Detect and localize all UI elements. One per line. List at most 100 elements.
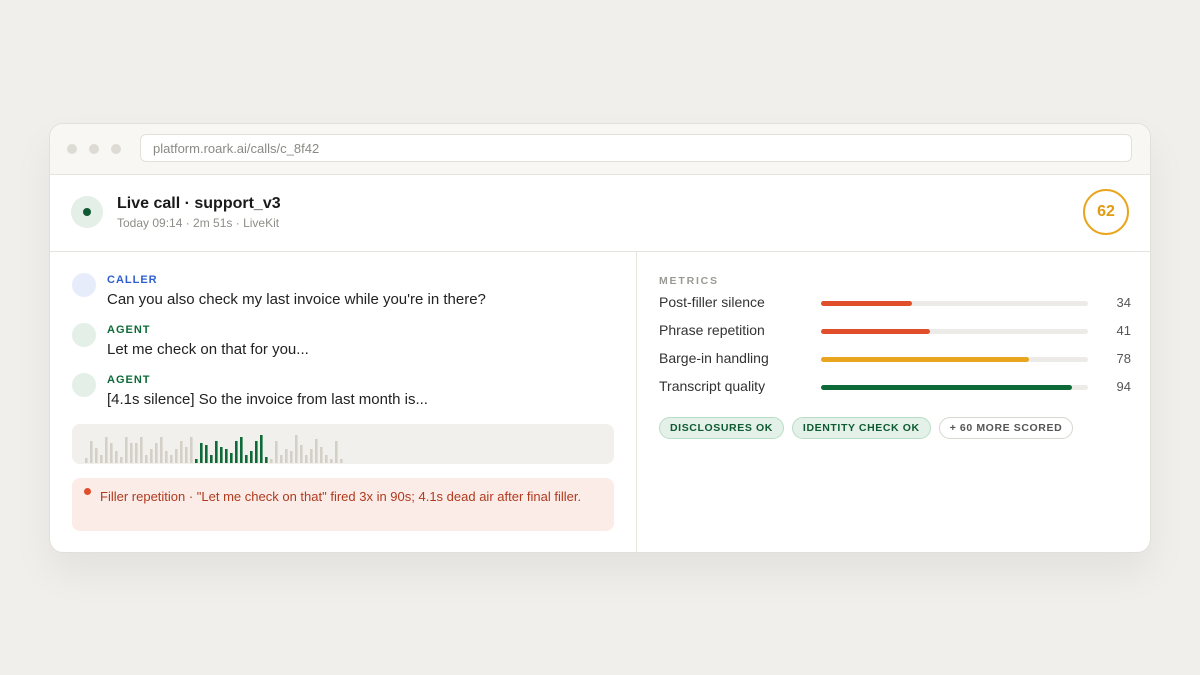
wave-bar	[130, 443, 133, 463]
wave-bar	[190, 437, 193, 463]
wave-bar	[325, 455, 328, 463]
wave-bar	[310, 449, 313, 463]
score-badge: 62	[1083, 189, 1129, 235]
wave-bar	[185, 447, 188, 463]
app-window: platform.roark.ai/calls/c_8f42 Live call…	[49, 123, 1151, 553]
wave-bar	[100, 455, 103, 463]
wave-bar	[95, 448, 98, 463]
wave-bar	[340, 459, 343, 463]
wave-bar	[215, 441, 218, 463]
status-icon	[71, 196, 103, 228]
wave-bar	[275, 441, 278, 463]
metric-track	[821, 329, 1088, 334]
wave-bar	[90, 441, 93, 463]
avatar	[72, 373, 96, 397]
wave-bar	[165, 451, 168, 463]
wave-bar	[105, 437, 108, 463]
turn-text: Can you also check my last invoice while…	[107, 291, 486, 308]
tag: IDENTITY CHECK OK	[791, 417, 931, 439]
status-dot	[83, 208, 91, 216]
wave-bar	[140, 437, 143, 463]
wave-bar	[85, 458, 88, 463]
turn-role: AGENT	[107, 324, 151, 336]
wave-bar	[290, 451, 293, 463]
turn-role: CALLER	[107, 274, 158, 286]
metric-value: 78	[1116, 351, 1131, 366]
metric-value: 94	[1116, 379, 1131, 394]
metric-bar	[821, 329, 931, 334]
metric-value: 34	[1116, 295, 1131, 310]
metric-bar	[821, 385, 1072, 390]
call-subtitle: Today 09:14 · 2m 51s · LiveKit	[117, 216, 280, 230]
metric-value: 41	[1116, 323, 1131, 338]
alert: Filler repetition · "Let me check on tha…	[72, 478, 614, 531]
tag: DISCLOSURES OK	[659, 417, 784, 439]
wave-bar	[145, 455, 148, 463]
wave-bar	[260, 435, 263, 463]
wave-bar	[120, 457, 123, 463]
alert-dot	[84, 488, 91, 495]
wave-bar	[250, 451, 253, 463]
wave-bar	[270, 459, 273, 463]
window-dot	[89, 144, 99, 154]
window-dot	[67, 144, 77, 154]
wave-bar	[150, 449, 153, 463]
avatar	[72, 323, 96, 347]
wave-bar	[255, 441, 258, 463]
metric-bar	[821, 301, 912, 306]
url-field[interactable]: platform.roark.ai/calls/c_8f42	[140, 134, 1132, 162]
wave-bar	[295, 435, 298, 463]
wave-bar	[230, 453, 233, 463]
wave-bar	[280, 455, 283, 463]
avatar	[72, 273, 96, 297]
turn-text: [4.1s silence] So the invoice from last …	[107, 391, 428, 408]
window-dot	[111, 144, 121, 154]
wave-bar	[315, 439, 318, 463]
wave-bar	[225, 449, 228, 463]
wave-bar	[180, 441, 183, 463]
wave-bar	[155, 443, 158, 463]
wave-bar	[195, 459, 198, 463]
turn-role: AGENT	[107, 374, 151, 386]
call-header: Live call · support_v3 Today 09:14 · 2m …	[50, 174, 1150, 252]
wave-bar	[135, 443, 138, 463]
metric-name: Transcript quality	[659, 378, 766, 394]
divider	[636, 251, 637, 552]
wave-bar	[170, 455, 173, 463]
metrics-heading: METRICS	[659, 275, 719, 287]
wave-bar	[110, 443, 113, 463]
wave-bar	[320, 447, 323, 463]
wave-bar	[245, 455, 248, 463]
wave-bar	[235, 441, 238, 463]
wave-bar	[300, 445, 303, 463]
wave-bar	[220, 447, 223, 463]
metric-track	[821, 301, 1088, 306]
metrics: Post-filler silence 34 Phrase repetition 41…	[659, 294, 1131, 404]
call-title: Live call · support_v3	[117, 195, 281, 212]
wave-bar	[335, 441, 338, 463]
wave-bar	[200, 443, 203, 463]
wave-bar	[240, 437, 243, 463]
tags: DISCLOSURES OK IDENTITY CHECK OK + 60 MORE…	[659, 417, 1074, 439]
wave-bar	[285, 449, 288, 463]
turn-text: Let me check on that for you...	[107, 341, 309, 358]
wave-bar	[265, 457, 268, 463]
metric-name: Barge-in handling	[659, 350, 769, 366]
wave-bar	[330, 459, 333, 463]
alert-text: Filler repetition · "Let me check on tha…	[100, 489, 582, 504]
metric-name: Phrase repetition	[659, 322, 765, 338]
wave-bar	[175, 449, 178, 463]
transcript-panel: CALLER Can you also check my last invoice…	[50, 251, 636, 552]
wave-bar	[205, 445, 208, 463]
wave-bar	[210, 455, 213, 463]
wave-bar	[125, 437, 128, 463]
waveform-bars	[85, 435, 343, 463]
waveform	[72, 424, 614, 464]
wave-bar	[160, 437, 163, 463]
metric-name: Post-filler silence	[659, 294, 765, 310]
browser-bar: platform.roark.ai/calls/c_8f42	[50, 124, 1150, 175]
waveform-bg	[72, 424, 614, 464]
tag: + 60 MORE SCORED	[938, 417, 1074, 439]
metric-bar	[821, 357, 1030, 362]
